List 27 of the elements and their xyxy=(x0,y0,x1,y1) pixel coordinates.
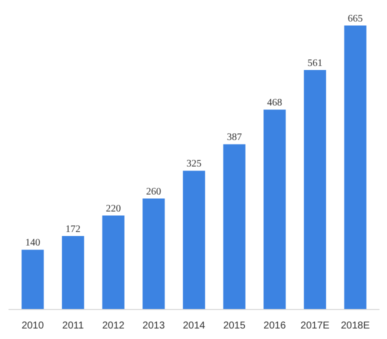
data-label: 665 xyxy=(348,14,363,25)
bar xyxy=(182,170,206,310)
x-tick-label: 2014 xyxy=(182,320,206,332)
data-label: 172 xyxy=(66,224,81,236)
bar xyxy=(223,144,246,310)
data-label: 220 xyxy=(106,204,121,215)
x-tick-label: 2012 xyxy=(102,320,125,332)
x-tick-label: 2018E xyxy=(340,320,370,332)
data-label: 387 xyxy=(226,132,242,144)
data-label: 260 xyxy=(146,186,162,198)
bar xyxy=(344,26,366,310)
bar xyxy=(62,236,84,310)
x-tick-label: 2010 xyxy=(22,320,44,332)
x-tick-label: 2015 xyxy=(223,320,246,332)
data-label: 140 xyxy=(25,238,40,249)
x-tick-label: 2011 xyxy=(62,320,84,332)
bar xyxy=(264,110,286,310)
data-label: 468 xyxy=(267,98,282,109)
bar xyxy=(304,70,326,310)
data-label: 561 xyxy=(307,58,322,69)
x-tick-label: 2013 xyxy=(142,320,166,332)
x-tick-label: 2017E xyxy=(300,320,330,332)
x-tick-label: 2016 xyxy=(264,320,286,332)
data-label: 325 xyxy=(186,158,202,170)
bar xyxy=(22,250,44,310)
bar xyxy=(102,216,124,310)
bar xyxy=(142,198,165,310)
